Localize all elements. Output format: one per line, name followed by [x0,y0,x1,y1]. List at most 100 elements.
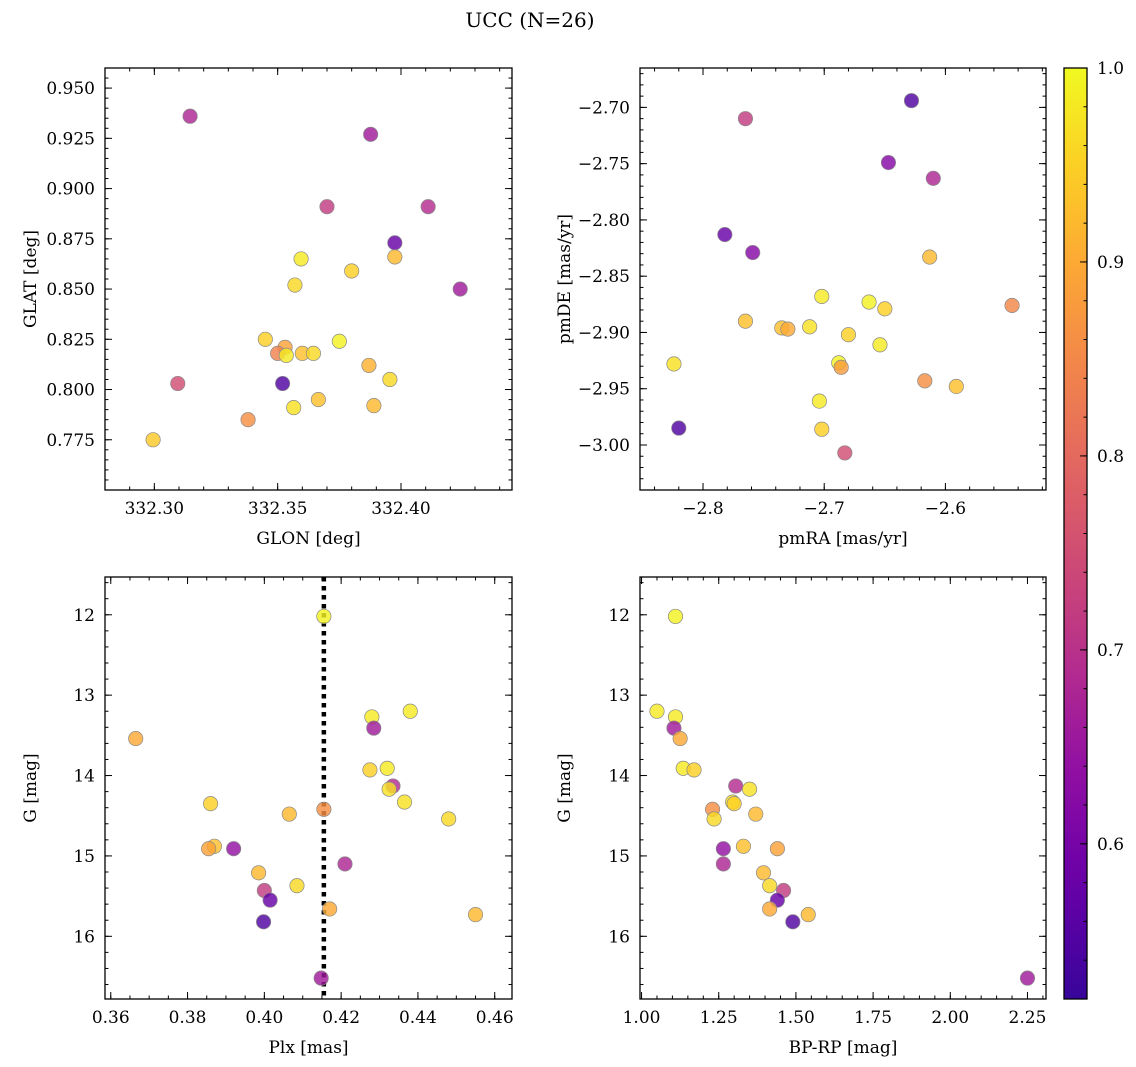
y-tick-label: 0.825 [46,330,95,350]
y-axis-label: G [mag] [21,753,41,822]
x-tick-label: 1.50 [777,1008,815,1028]
scatter-point [802,319,818,335]
x-tick-label: 2.00 [931,1008,969,1028]
scatter-point [925,170,941,186]
x-axis-label: pmRA [mas/yr] [778,529,907,549]
scatter-point [128,731,144,747]
scatter-point [396,794,413,810]
y-axis-label: pmDE [mas/yr] [555,214,575,344]
y-tick-label: −3.00 [578,436,630,456]
scatter-point [319,199,335,215]
x-tick-label: 0.38 [169,1008,207,1028]
scatter-point [737,111,753,127]
scatter-point [672,731,688,747]
y-tick-label: 0.900 [46,180,95,200]
x-tick-label: 1.00 [623,1008,661,1028]
scatter-point [366,398,382,414]
y-tick-label: 0.775 [46,431,95,451]
scatter-point [278,347,294,363]
scatter-point [322,901,338,917]
scatter-point [363,126,379,142]
y-tick-label: 16 [608,927,630,947]
scatter-point [1004,297,1020,313]
scatter-point [769,841,785,857]
scatter-point [203,796,219,812]
panel-plx-g: 0.36 0.38 0.40 0.42 0.44 0.46 12 13 14 15 16 Plx [m… [21,576,514,1058]
scatter-point [362,762,378,778]
plot-frame [104,67,513,491]
y-tick-label: 0.925 [46,129,95,149]
scatter-point [833,359,849,375]
scatter-point [361,357,377,373]
scatter-point [257,331,273,347]
scatter-point [287,277,303,293]
y-tick-label: 12 [73,606,95,626]
scatter-point [145,432,161,448]
colorbar-tick-label: 0.6 [1097,835,1124,855]
scatter-point [762,878,778,894]
x-tick-label: 0.46 [476,1008,514,1028]
y-tick-label: 15 [73,847,95,867]
scatter-point [381,781,397,797]
x-tick-label: −2.6 [925,499,966,519]
x-tick-label: 0.40 [245,1008,283,1028]
scatter-point [877,301,893,317]
scatter-point [715,841,731,857]
x-tick-label: −2.7 [804,499,845,519]
y-tick-label: 14 [608,767,630,787]
scatter-point [737,313,753,329]
scatter-point [666,356,682,372]
scatter-point [717,226,733,243]
y-tick-label: 0.875 [46,230,95,250]
scatter-point [251,865,267,881]
scatter-point [745,245,761,261]
scatter-point [948,378,964,395]
plot-frame [104,576,513,1000]
scatter-point [387,249,403,265]
scatter-point [726,796,742,812]
scatter-point [170,375,186,392]
x-tick-label: 0.42 [322,1008,360,1028]
y-tick-label: 0.850 [46,280,95,300]
scatter-point [420,199,436,215]
y-tick-label: −2.85 [578,267,630,287]
colorbar-frame [1063,67,1088,1000]
scatter-point [880,154,896,171]
y-tick-label: 0.950 [46,79,95,99]
colorbar-tick-label: 1.0 [1097,59,1124,79]
x-tick-label: 0.44 [399,1008,437,1028]
colorbar-gradient [1064,68,1087,999]
x-tick-label: 0.36 [92,1008,130,1028]
scatter-point [649,703,665,719]
plot-frame [639,67,1047,491]
scatter-point [256,914,272,930]
scatter-point [800,907,816,923]
scatter-point [289,878,305,894]
scatter-point [706,811,722,827]
scatter-point [811,393,827,409]
scatter-point [344,263,360,279]
plot-frame [639,576,1047,1000]
x-axis-label: BP-RP [mag] [789,1038,898,1058]
scatter-point [366,720,382,736]
scatter-point [240,412,256,428]
scatter-point [872,337,888,353]
x-tick-label: 2.25 [1009,1008,1047,1028]
scatter-point [293,251,309,267]
y-axis-label: G [mag] [555,753,575,822]
y-tick-label: 0.800 [46,381,95,401]
scatter-point [814,421,830,437]
scatter-point [671,420,687,436]
scatter-point [814,288,830,304]
panel-glon-glat: 332.30 332.35 332.40 0.775 0.800 0.825 0.850 0.… [21,67,513,549]
panel-bprp-g: 1.00 1.25 1.50 1.75 2.00 2.25 12 13 14 15 16 BP-RP … [555,576,1047,1058]
y-tick-label: −2.90 [578,323,630,343]
scatter-point [305,345,321,361]
y-tick-label: 15 [608,847,630,867]
scatter-point [316,608,332,624]
scatter-point [286,400,302,416]
y-tick-label: −2.70 [578,98,630,118]
scatter-point [762,901,778,917]
x-axis-label: Plx [mas] [268,1038,348,1058]
scatter-point [275,375,291,392]
